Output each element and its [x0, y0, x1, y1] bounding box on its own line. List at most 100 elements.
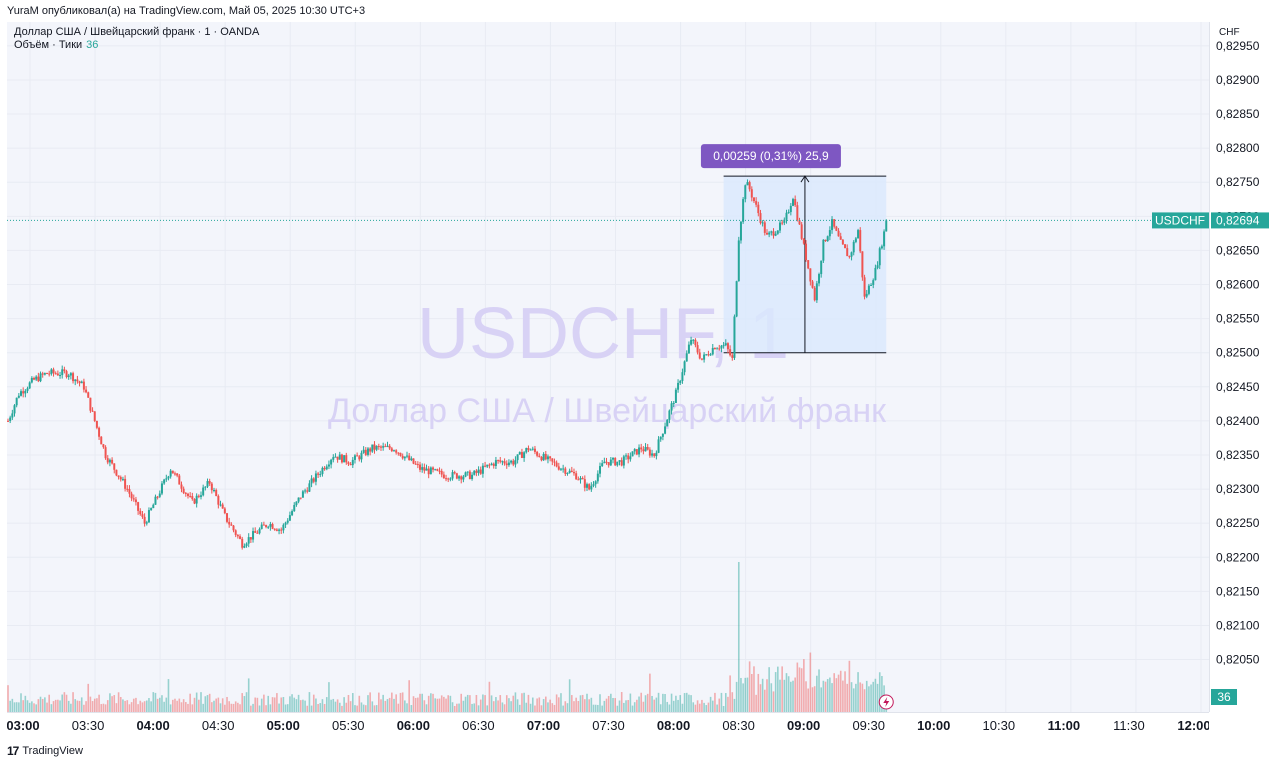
volume-bar [161, 695, 163, 712]
candle-body [750, 189, 753, 198]
candle-body [449, 478, 452, 480]
volume-bar [516, 699, 519, 712]
candle-body [440, 470, 443, 475]
candle-body [874, 267, 877, 281]
volume-bar [336, 699, 339, 712]
volume-bar [724, 693, 727, 712]
volume-bar [469, 695, 471, 712]
volume-bar [412, 696, 415, 712]
watermark-description: Доллар США / Швейцарский франк [328, 392, 887, 430]
candle-body [854, 238, 857, 242]
volume-bar [434, 698, 436, 712]
candle-body [748, 182, 751, 190]
volume-bar [785, 673, 788, 712]
candle-body [50, 369, 53, 374]
time-axis[interactable]: 03:00 03:30 04:00 04:30 05:00 05:30 06:00 06:30… [6, 712, 1211, 739]
volume-bar [816, 675, 818, 712]
candle-body [696, 345, 699, 353]
volume-bar [425, 704, 428, 712]
candle-body [295, 501, 298, 505]
candle-body [249, 537, 252, 540]
candle-body [297, 497, 300, 502]
volume-bar [254, 697, 257, 712]
volume-bar [310, 705, 313, 712]
candle-body [492, 463, 495, 466]
volume-bar [796, 662, 799, 712]
volume-bar [690, 695, 692, 712]
currency-label[interactable]: CHF [1217, 26, 1242, 39]
volume-bar [711, 700, 714, 712]
chart-pane[interactable]: USDCHF, 1 Доллар США / Швейцарский франк U… [7, 22, 1209, 712]
volume-bar [733, 698, 736, 712]
volume-bar [616, 705, 619, 712]
candle-body [815, 283, 818, 301]
candle-body [429, 467, 432, 475]
volume-bar [742, 683, 744, 712]
candle-body [805, 243, 808, 261]
volume-bar [772, 691, 775, 712]
volume-bar [807, 688, 809, 712]
volume-bar [315, 698, 317, 712]
volume-legend[interactable]: Объём · Тики 36 [14, 39, 259, 52]
candle-body [648, 449, 651, 456]
candle-body [525, 448, 528, 453]
volume-bar [510, 701, 512, 712]
volume-bar [835, 678, 838, 712]
candle-body [39, 373, 42, 382]
candle-body [421, 467, 424, 470]
volume-bar [323, 703, 326, 712]
candle-body [796, 205, 799, 221]
volume-bar [642, 701, 645, 712]
candle-body [410, 458, 413, 461]
volume-bar [874, 678, 877, 712]
volume-bar [65, 694, 68, 712]
volume-bar [672, 700, 675, 712]
volume-bar [191, 704, 194, 712]
volume-bar [414, 697, 417, 712]
candle-body [408, 455, 411, 461]
volume-bar [174, 698, 176, 712]
volume-bar [338, 702, 341, 712]
candle-body [863, 277, 866, 297]
candle-body [338, 454, 341, 460]
volume-bar [692, 702, 695, 712]
candle-body [134, 499, 137, 503]
candle-body [501, 461, 504, 463]
volume-bar [558, 697, 560, 712]
candle-body [377, 446, 380, 448]
candle-body [531, 448, 534, 450]
candle-body [254, 531, 257, 533]
candle-body [640, 447, 643, 450]
candle-body [345, 455, 348, 463]
volume-bar [590, 697, 593, 712]
candle-body [844, 244, 847, 249]
candle-body [477, 469, 480, 473]
price-axis[interactable]: 0,829500,829000,828500,828000,827500,827… [1209, 22, 1280, 712]
volume-bar [701, 699, 703, 712]
candle-body [286, 520, 289, 523]
time-tick-label: 12:00 [1177, 718, 1209, 733]
volume-bar [349, 701, 352, 712]
measure-arrowhead [800, 175, 810, 183]
candle-body [152, 504, 155, 509]
volume-bar [822, 680, 825, 712]
volume-bar [293, 697, 296, 712]
candle-body [95, 420, 98, 428]
volume-bar [124, 700, 126, 712]
volume-bar [271, 697, 274, 712]
volume-bar [631, 705, 634, 712]
candle-body [778, 222, 781, 231]
candle-body [861, 251, 864, 278]
candle-body [638, 447, 641, 455]
candle-body [880, 246, 883, 249]
candle-body [87, 392, 90, 398]
candle-body [30, 377, 33, 383]
instrument-label[interactable]: Доллар США / Швейцарский франк · 1 · OAN… [14, 26, 260, 38]
volume-bar [696, 700, 699, 712]
candle-body [308, 483, 311, 492]
candle-body [24, 390, 27, 394]
volume-bar [24, 695, 27, 712]
volume-bar [106, 700, 109, 712]
tradingview-footer[interactable]: 17 TradingView [7, 744, 83, 758]
